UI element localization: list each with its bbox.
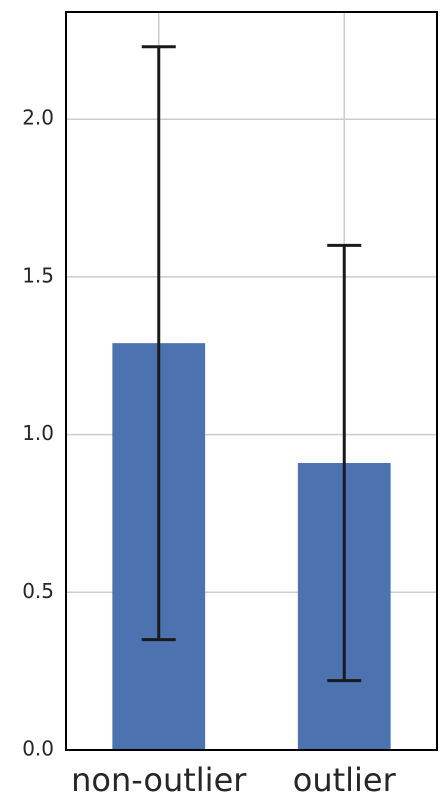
error-bar	[327, 243, 362, 683]
error-bar	[141, 45, 176, 642]
y-tick-label: 0.5	[22, 579, 54, 603]
plot-frame	[65, 11, 438, 751]
y-tick-label: 0.0	[22, 737, 54, 761]
y-tick-label: 1.5	[22, 263, 54, 287]
y-tick-label: 2.0	[22, 106, 54, 130]
x-tick-label: non-outlier	[71, 761, 247, 799]
y-tick-label: 1.0	[22, 421, 54, 445]
x-tick-label: outlier	[293, 761, 397, 799]
